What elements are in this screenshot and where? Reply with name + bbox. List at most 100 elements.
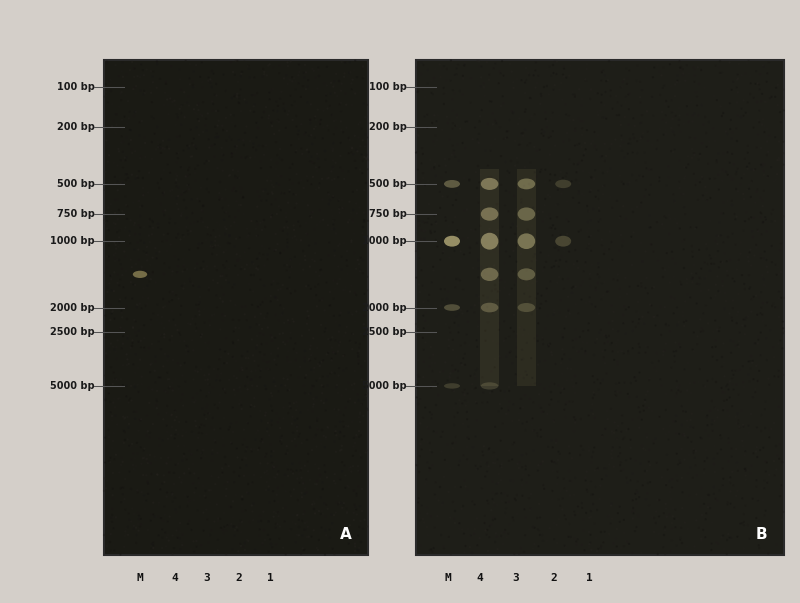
- Point: [140, 431, 153, 440]
- Point: [626, 514, 639, 523]
- Point: [535, 407, 548, 417]
- Point: [414, 176, 426, 186]
- Point: [332, 172, 345, 182]
- Point: [140, 470, 153, 480]
- Point: [226, 315, 239, 324]
- Point: [491, 295, 504, 305]
- Point: [342, 133, 355, 143]
- Point: [143, 237, 156, 247]
- Point: [454, 482, 467, 492]
- Point: [265, 213, 278, 223]
- Point: [184, 320, 197, 329]
- Point: [597, 291, 610, 300]
- Point: [178, 265, 191, 274]
- Point: [486, 452, 499, 461]
- Point: [338, 410, 350, 420]
- Point: [142, 426, 154, 436]
- Point: [158, 386, 171, 396]
- Point: [242, 471, 255, 481]
- Point: [695, 534, 708, 543]
- Point: [109, 60, 122, 70]
- Point: [571, 508, 584, 517]
- Point: [268, 515, 281, 525]
- Point: [193, 282, 206, 292]
- Point: [251, 341, 264, 350]
- Point: [494, 122, 506, 132]
- Point: [458, 173, 470, 183]
- Point: [454, 86, 466, 96]
- Point: [738, 544, 750, 554]
- Point: [147, 498, 160, 508]
- Point: [135, 459, 148, 469]
- Point: [581, 227, 594, 236]
- Point: [320, 350, 333, 359]
- Point: [429, 159, 442, 169]
- Point: [308, 113, 321, 123]
- Point: [122, 522, 134, 532]
- Point: [627, 227, 640, 237]
- Point: [240, 453, 253, 463]
- Point: [313, 163, 326, 172]
- Point: [478, 175, 491, 185]
- Point: [199, 338, 212, 347]
- Point: [737, 96, 750, 106]
- Point: [674, 63, 686, 73]
- Point: [467, 226, 480, 236]
- Point: [777, 212, 790, 221]
- Point: [267, 280, 280, 290]
- Point: [659, 129, 672, 139]
- Point: [99, 394, 112, 404]
- Point: [418, 181, 430, 191]
- Point: [134, 336, 147, 346]
- Point: [570, 170, 582, 180]
- Point: [666, 295, 679, 305]
- Point: [274, 433, 287, 443]
- Point: [238, 128, 251, 137]
- Point: [346, 310, 358, 320]
- Point: [277, 414, 290, 423]
- Point: [500, 171, 513, 181]
- Point: [222, 201, 235, 210]
- Point: [491, 455, 504, 464]
- Point: [192, 106, 205, 115]
- Point: [536, 456, 549, 466]
- Point: [444, 327, 457, 337]
- Point: [639, 494, 652, 504]
- Point: [633, 413, 646, 423]
- Point: [306, 64, 319, 74]
- Point: [357, 62, 370, 71]
- Point: [593, 203, 606, 212]
- Point: [138, 497, 150, 507]
- Point: [286, 101, 298, 110]
- Point: [286, 179, 298, 189]
- Point: [149, 352, 162, 362]
- Point: [450, 69, 463, 79]
- Point: [703, 406, 716, 415]
- Point: [230, 144, 243, 153]
- Point: [215, 150, 228, 159]
- Point: [542, 133, 555, 142]
- Point: [333, 208, 346, 218]
- Point: [206, 76, 218, 86]
- Point: [573, 210, 586, 219]
- Point: [461, 306, 474, 316]
- Point: [311, 84, 324, 93]
- Point: [199, 407, 212, 417]
- Point: [413, 372, 426, 382]
- Point: [709, 136, 722, 146]
- Point: [731, 418, 744, 428]
- Point: [668, 112, 681, 121]
- Point: [246, 447, 258, 456]
- Point: [688, 378, 701, 388]
- Point: [170, 233, 182, 242]
- Point: [361, 388, 374, 398]
- Point: [582, 217, 594, 227]
- Point: [182, 344, 194, 353]
- Point: [520, 478, 533, 487]
- Point: [174, 104, 186, 114]
- Point: [598, 156, 611, 166]
- Point: [489, 284, 502, 294]
- Point: [290, 355, 302, 365]
- Point: [458, 349, 471, 359]
- Point: [765, 424, 778, 434]
